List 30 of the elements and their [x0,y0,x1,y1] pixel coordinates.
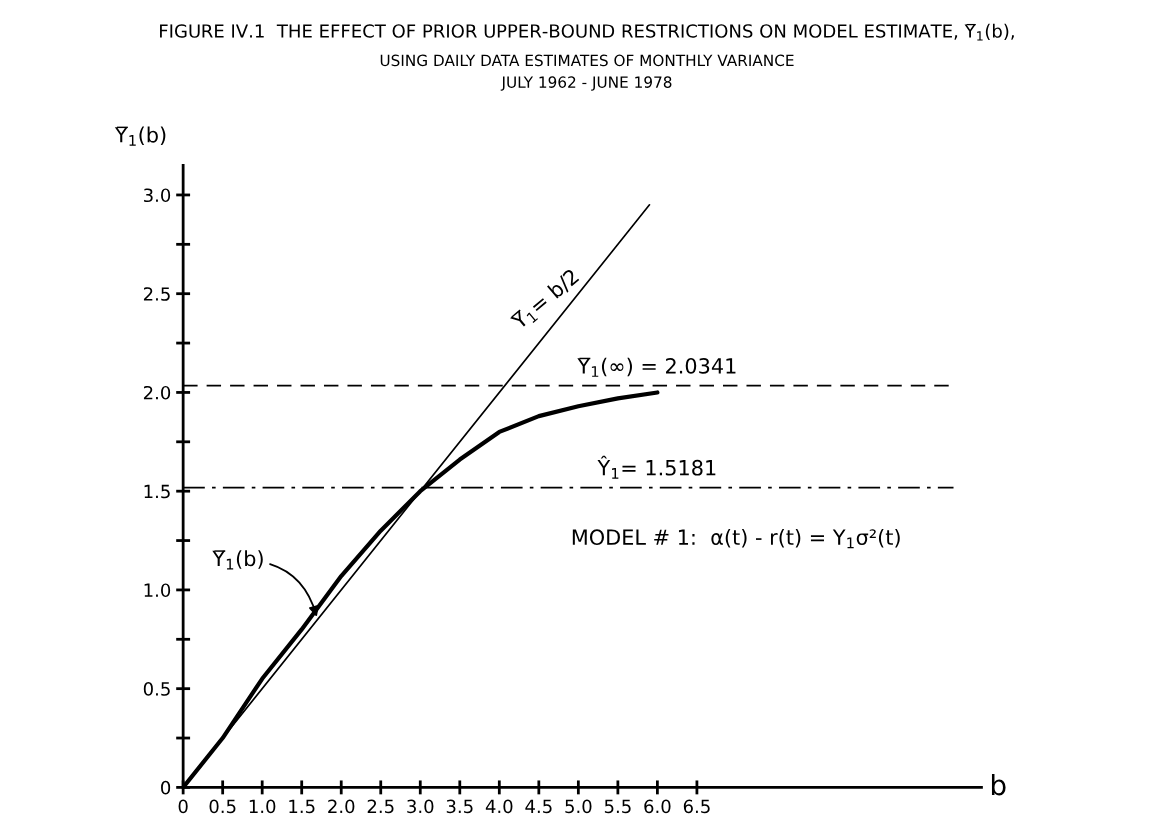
annotation: MODEL # 1: α(t) - r(t) = Y$_{1}$σ²(t) [572,528,900,549]
x-axis-title: b [991,773,1006,796]
x-tick-label: 3.0 [407,799,434,814]
x-tick-label: 1.5 [289,799,315,814]
y-tick-label: 1.0 [144,583,171,598]
x-tick-label: 1.0 [249,799,276,814]
ref-line-label: Y̅$_{1}$(∞) = 2.0341 [577,357,736,377]
y-tick-label: 0 [161,780,171,795]
x-tick-label: 6.5 [683,799,710,814]
x-tick-label: 5.0 [565,799,592,814]
x-tick-label: 0.5 [209,799,236,814]
x-tick-label: 5.5 [604,799,631,814]
annotation: Y̅$_{1}$= b/2 [509,267,582,333]
y-tick-label: 0.5 [143,682,170,696]
y-tick-label: 2.5 [143,287,170,301]
annotation: Y̅$_{1}$(b) [212,550,263,570]
x-tick-label: 4.5 [525,799,552,814]
x-tick-label: 2.0 [328,799,355,814]
chart-subtitle: USING DAILY DATA ESTIMATES OF MONTHLY VARIANCE JULY 1962 - JUNE 1978 [380,54,794,91]
x-tick-label: 0 [178,799,188,814]
x-tick-label: 6.0 [644,799,671,814]
x-tick-label: 4.0 [485,799,513,814]
x-tick-label: 3.5 [446,799,473,814]
y-axis-title: Y̅$_{1}$(b) [114,126,166,146]
y-tick-label: 3.0 [144,188,171,203]
x-tick-label: 2.5 [367,799,394,814]
y-tick-label: 1.5 [144,484,170,499]
y-tick-label: 2.0 [143,385,171,400]
chart-title: FIGURE IV.1 THE EFFECT OF PRIOR UPPER-BOUND RESTRICTIONS ON MODEL ESTIMATE, Y̅$_{1}$(b), [160,23,1014,41]
ref-line-label: Ŷ$_{1}$= 1.5181 [597,455,716,479]
